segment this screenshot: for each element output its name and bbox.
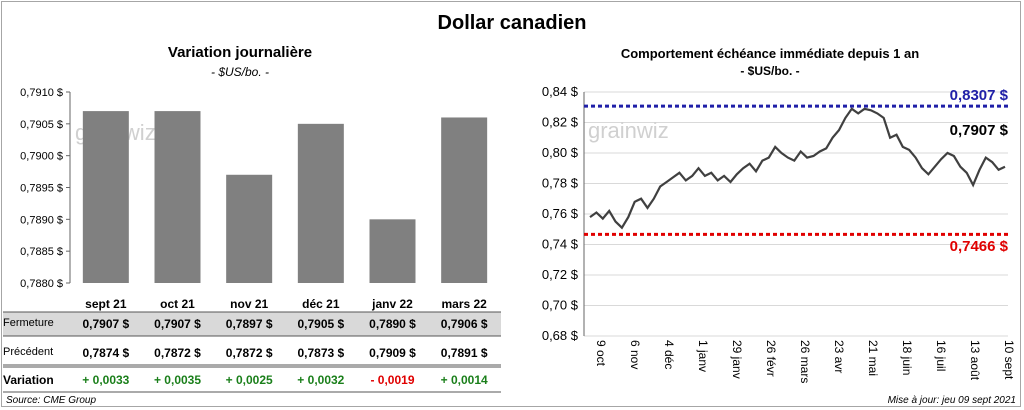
y-tick-label: 0,7890 $ [20,214,63,226]
low-label: 0,7466 $ [950,238,1009,255]
price-line [589,107,1006,230]
x-tick-label: 9 oct [594,340,608,367]
row-label-variation: Variation [3,373,54,387]
y-tick-label: 0,70 $ [542,298,579,313]
y-tick-label: 0,76 $ [542,206,579,221]
y-tick-label: 0,80 $ [542,145,579,160]
x-tick-label: oct 21 [160,297,195,311]
x-tick-label: 4 déc [662,340,676,369]
x-tick-label: nov 21 [230,297,268,311]
row-variation: Variation + 0,0033 + 0,0035 + 0,0025 + 0,00… [3,368,501,392]
y-tick-label: 0,68 $ [542,328,579,343]
y-tick-label: 0,7895 $ [20,183,63,195]
row-label-precedent: Précédent [3,346,54,358]
cell-fermeture: 0,7906 $ [440,317,488,331]
x-tick-label: mars 22 [441,297,487,311]
x-tick-label: 1 janv [696,340,710,372]
x-tick-label: sept 21 [85,297,127,311]
x-tick-label: janv 22 [371,297,413,311]
left-chart-subtitle: - $US/bo. - [210,65,270,79]
y-tick-label: 0,7905 $ [20,119,63,131]
cell-variation: + 0,0035 [153,373,202,387]
x-tick-label: 23 avr [832,340,846,373]
y-tick-label: 0,72 $ [542,267,579,282]
right-chart-title: Comportement échéance immédiate depuis 1… [620,46,920,61]
cell-fermeture: 0,7907 $ [82,317,130,331]
cell-variation: + 0,0014 [440,373,488,387]
y-tick-label: 0,82 $ [542,115,579,130]
cell-fermeture: 0,7897 $ [225,317,273,331]
cell-fermeture: 0,7890 $ [369,317,416,331]
y-tick-label: 0,84 $ [542,84,579,99]
x-tick-label: 21 mai [866,340,880,376]
y-tick-label: 0,7880 $ [20,278,63,290]
bar [297,123,344,283]
x-tick-label: 26 mars [798,340,812,383]
last-label: 0,7907 $ [950,122,1009,139]
x-tick-label: déc 21 [302,297,340,311]
y-tick-label: 0,78 $ [542,176,579,191]
bar [226,174,273,283]
cell-variation: - 0,0019 [370,373,415,387]
bar [369,219,416,283]
cell-fermeture: 0,7905 $ [297,317,345,331]
y-tick-label: 0,7910 $ [20,87,63,99]
x-tick-label: 26 févr [764,340,778,377]
y-tick-label: 0,7885 $ [20,246,63,258]
bar [82,111,129,283]
x-tick-label: 29 janv [730,340,744,379]
x-tick-label: 10 sept [1002,340,1016,380]
cell-precedent: 0,7872 $ [225,346,273,360]
page-title: Dollar canadien [437,12,587,34]
bar [441,117,488,283]
x-tick-label: 13 août [968,340,982,381]
cell-fermeture: 0,7907 $ [154,317,201,331]
cell-precedent: 0,7891 $ [440,346,488,360]
cell-precedent: 0,7873 $ [297,346,345,360]
cell-variation: + 0,0032 [297,373,345,387]
y-tick-label: 0,7900 $ [20,151,63,163]
cell-variation: + 0,0033 [82,373,130,387]
bar [154,111,201,283]
high-label: 0,8307 $ [950,87,1009,104]
left-chart-title: Variation journalière [167,44,313,61]
x-tick-label: 18 juin [900,340,914,375]
row-precedent: Précédent 0,7874 $ 0,7872 $ 0,7872 $ 0,7873… [3,341,501,365]
row-fermeture: Fermeture 0,7907 $ 0,7907 $ 0,7897 $ 0,7905… [3,312,501,336]
cell-precedent: 0,7872 $ [154,346,201,360]
row-label-fermeture: Fermeture [3,317,54,329]
source-note: Source: CME Group [6,395,97,406]
watermark-right: grainwiz [588,118,669,143]
cell-precedent: 0,7874 $ [82,346,130,360]
y-tick-label: 0,74 $ [542,237,579,252]
cell-precedent: 0,7909 $ [369,346,416,360]
x-tick-label: 16 juil [934,340,948,371]
cell-variation: + 0,0025 [225,373,273,387]
right-chart-subtitle: - $US/bo. - [740,64,800,78]
x-tick-label: 6 nov [628,340,642,369]
updated-note: Mise à jour: jeu 09 sept 2021 [887,395,1016,406]
